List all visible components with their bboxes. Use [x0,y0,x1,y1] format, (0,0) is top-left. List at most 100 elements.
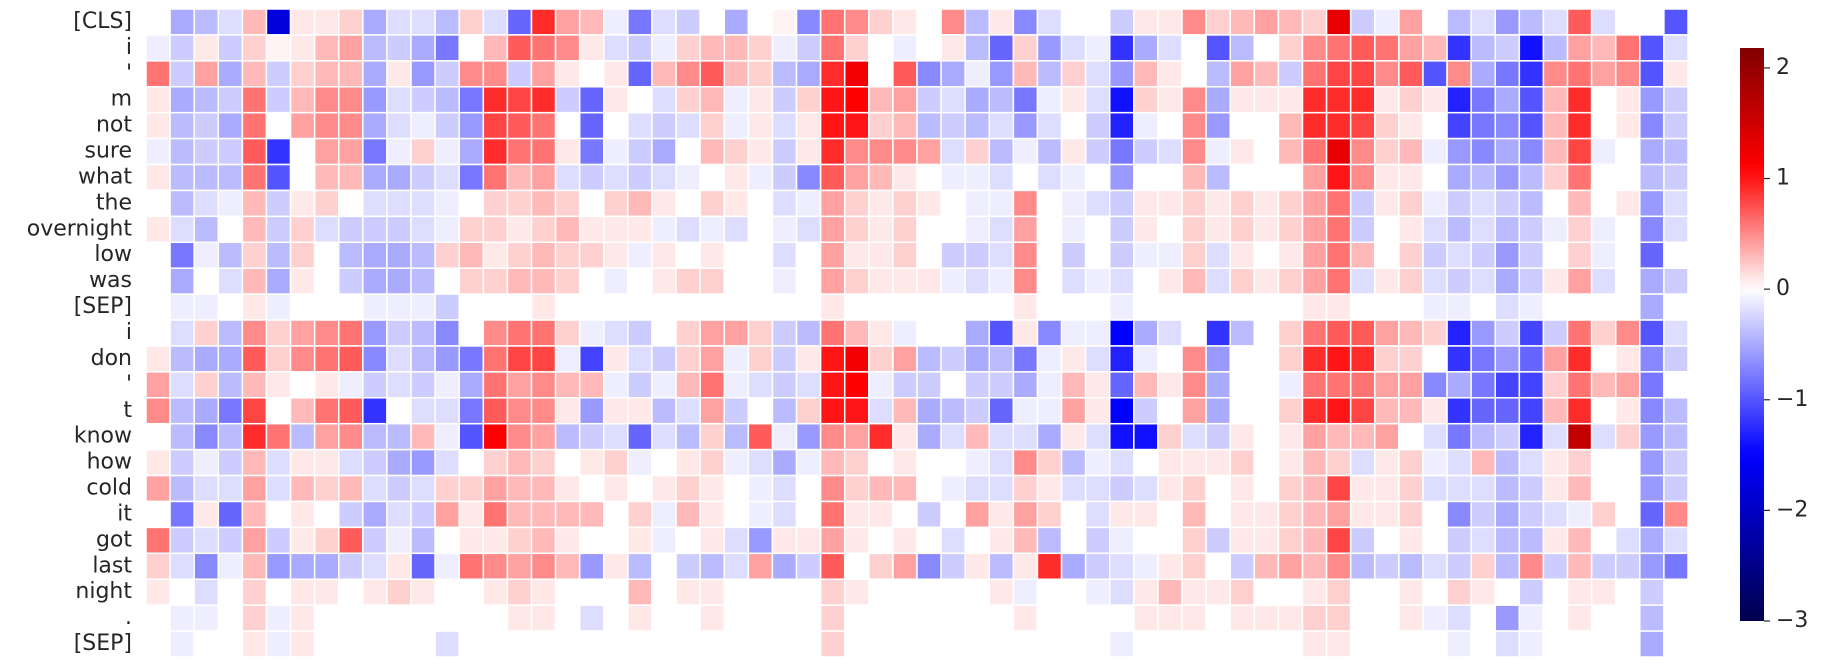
heatmap-cell [578,111,605,140]
heatmap-cell [1277,267,1304,295]
heatmap-cell [410,189,436,218]
heatmap-cell [578,215,605,244]
heatmap-cell [843,34,870,62]
heatmap-cell [1133,526,1159,555]
heatmap-cell [868,422,894,451]
heatmap-cell [578,578,605,606]
heatmap-cell [795,448,822,477]
heatmap-cell [1060,397,1087,425]
heatmap-cell [530,371,557,399]
heatmap-cell [145,163,171,192]
heatmap-cell [1253,60,1280,88]
heatmap-cell [530,474,557,503]
heatmap-cell [265,8,292,36]
heatmap-cell [1157,34,1183,62]
heatmap-cell [1614,526,1641,555]
heatmap-cell [434,34,460,62]
heatmap-cell [988,630,1015,658]
heatmap-cell [193,397,220,425]
heatmap-cell [169,630,195,658]
heatmap-cell [145,215,171,244]
heatmap-cell [675,215,701,244]
heatmap-cell [289,267,316,295]
heatmap-cell [1012,137,1039,166]
heatmap-cell [530,397,557,425]
heatmap-cell [940,630,966,658]
heatmap-cell [554,189,581,218]
heatmap-cell [1398,371,1424,399]
heatmap-cell [747,189,774,218]
heatmap-cell [1036,474,1063,503]
heatmap-cell [1422,8,1448,36]
heatmap-cell [1325,267,1352,295]
heatmap-cell [940,137,966,166]
heatmap-cell [627,215,653,244]
heatmap-cell [964,8,991,36]
heatmap-cell [578,8,605,36]
heatmap-cell [217,448,244,477]
heatmap-cell [627,293,653,321]
heatmap-cell [1566,474,1593,503]
heatmap-cell [554,422,581,451]
heatmap-cell [1301,137,1328,166]
heatmap-cell [1036,345,1063,373]
heatmap-cell [241,86,268,114]
heatmap-cell [1470,371,1496,399]
heatmap-cell [627,397,653,425]
heatmap-cell [1012,34,1039,62]
heatmap-cell [1060,34,1087,62]
heatmap-cell [265,474,292,503]
heatmap-cell [1446,448,1472,477]
heatmap-cell [1253,500,1280,529]
heatmap-cell [771,86,798,114]
heatmap-cell [1253,345,1280,373]
heatmap-cell [1253,371,1280,399]
heatmap-cell [1446,241,1472,269]
heatmap-cell [1157,137,1183,166]
heatmap-cell [699,552,725,580]
heatmap-cell [1374,448,1400,477]
heatmap-cell [795,267,822,295]
heatmap-cell [554,474,581,503]
heatmap-cell [1205,604,1231,632]
heatmap-cell [458,345,485,373]
heatmap-cell [265,34,292,62]
heatmap-cell [916,630,942,658]
heatmap-cell [964,448,991,477]
heatmap-cell [386,448,412,477]
heatmap-cell [1253,241,1280,269]
heatmap-cell [265,267,292,295]
heatmap-cell [1639,552,1665,580]
heatmap-cell [386,189,412,218]
heatmap-cell [1639,526,1665,555]
heatmap-cell [1494,604,1521,632]
heatmap-cell [868,60,894,88]
heatmap-cell [1566,215,1593,244]
heatmap-cell [1542,215,1569,244]
heatmap-cell [362,267,388,295]
heatmap-cell [145,371,171,399]
heatmap-cell [771,604,798,632]
heatmap-cell [1036,241,1063,269]
heatmap-cell [1301,241,1328,269]
heatmap-cell [699,111,725,140]
heatmap-cell [1277,241,1304,269]
heatmap-cell [338,86,364,114]
heatmap-cell [1012,397,1039,425]
heatmap-cell [603,241,629,269]
heatmap-cell [1590,293,1617,321]
heatmap-cell [506,371,533,399]
heatmap-cell [1566,422,1593,451]
heatmap-cell [1518,34,1545,62]
heatmap-cell [940,397,966,425]
heatmap-cell [699,267,725,295]
heatmap-cell [362,448,388,477]
heatmap-cell [1133,604,1159,632]
heatmap-cell [1639,163,1665,192]
heatmap-cell [434,345,460,373]
heatmap-cell [193,500,220,529]
heatmap-cell [554,137,581,166]
heatmap-cell [410,448,436,477]
heatmap-cell [1566,111,1593,140]
heatmap-cell [1374,345,1400,373]
